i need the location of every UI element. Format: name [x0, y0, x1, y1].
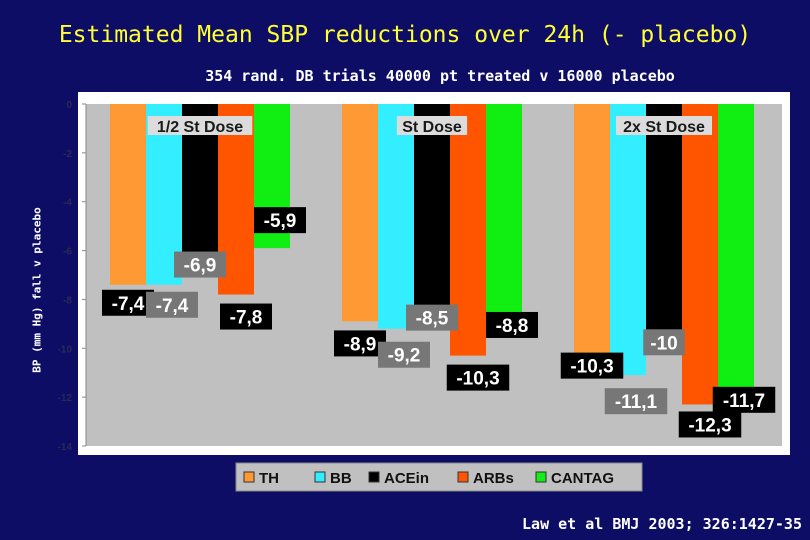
legend-label-bb: BB — [330, 470, 352, 487]
bar-acein-3 — [646, 104, 682, 349]
y-tick-label: -6 — [63, 247, 72, 258]
data-label: -10,3 — [456, 369, 499, 390]
group-label-bg — [616, 116, 712, 135]
bar-arbs-3 — [682, 104, 718, 405]
bar-bb-3 — [610, 104, 646, 376]
data-label-bg — [146, 291, 198, 318]
data-label: -9,2 — [388, 346, 421, 367]
data-label-bg — [560, 352, 624, 379]
data-label: -11,1 — [615, 392, 658, 413]
bar-cantag-3 — [718, 104, 754, 390]
legend-swatch-acein — [368, 471, 380, 483]
data-label: -5,9 — [264, 211, 297, 232]
group-label-bg — [147, 116, 253, 135]
group-label: 2x St Dose — [623, 119, 705, 136]
data-label-bg — [678, 411, 742, 438]
legend-label-cantag: CANTAG — [551, 470, 614, 487]
data-label-bg — [712, 386, 776, 413]
citation: Law et al BMJ 2003; 326:1427-35 — [522, 515, 802, 533]
data-label-bg — [643, 329, 685, 356]
group-label: St Dose — [402, 119, 462, 136]
legend-label-th: TH — [259, 470, 279, 487]
data-label: -7,4 — [156, 296, 189, 317]
bar-th-1 — [110, 104, 146, 285]
bar-bb-2 — [378, 104, 414, 329]
bar-th-3 — [574, 104, 610, 356]
y-tick-label: -12 — [58, 393, 73, 404]
data-label: -6,9 — [184, 256, 217, 277]
legend-label-arbs: ARBs — [473, 470, 514, 487]
data-label-bg — [254, 207, 306, 234]
legend-label-acein: ACEin — [384, 470, 429, 487]
data-label-bg — [334, 330, 386, 357]
chart-subtitle: 354 rand. DB trials 40000 pt treated v 1… — [205, 67, 675, 85]
data-label: -8,9 — [344, 334, 377, 355]
data-label: -11,7 — [723, 391, 765, 412]
data-label: -10 — [650, 333, 677, 354]
y-tick-label: -10 — [58, 344, 73, 355]
data-label: -7,8 — [230, 308, 263, 329]
data-label-bg — [174, 251, 226, 278]
data-label-bg — [486, 311, 538, 338]
legend-box — [235, 462, 643, 492]
bar-acein-2 — [414, 104, 450, 312]
data-label: -10,3 — [570, 357, 613, 378]
legend-swatch-bb — [314, 471, 326, 483]
data-label: -8,5 — [416, 309, 449, 330]
chart-title: Estimated Mean SBP reductions over 24h (… — [58, 22, 752, 48]
data-label-bg — [446, 364, 510, 391]
y-tick-label: -14 — [58, 442, 73, 453]
data-label-bg — [220, 303, 272, 330]
data-label-bg — [604, 388, 668, 415]
data-label: -12,3 — [688, 415, 731, 436]
bar-cantag-2 — [486, 104, 522, 319]
y-tick-label: 0 — [66, 100, 72, 111]
y-tick-label: -4 — [63, 198, 72, 209]
data-label-bg — [102, 289, 154, 316]
group-label-bg — [396, 116, 468, 135]
y-tick-label: -2 — [63, 149, 72, 160]
legend-swatch-th — [243, 471, 255, 483]
data-label-bg — [378, 341, 430, 368]
y-tick-label: -8 — [63, 295, 72, 306]
data-label-bg — [406, 304, 458, 331]
group-label: 1/2 St Dose — [157, 119, 243, 136]
bar-th-2 — [342, 104, 378, 322]
legend-swatch-cantag — [535, 471, 547, 483]
data-label: -8,8 — [496, 316, 529, 337]
legend-swatch-arbs — [457, 471, 469, 483]
data-label: -7,4 — [112, 294, 145, 315]
